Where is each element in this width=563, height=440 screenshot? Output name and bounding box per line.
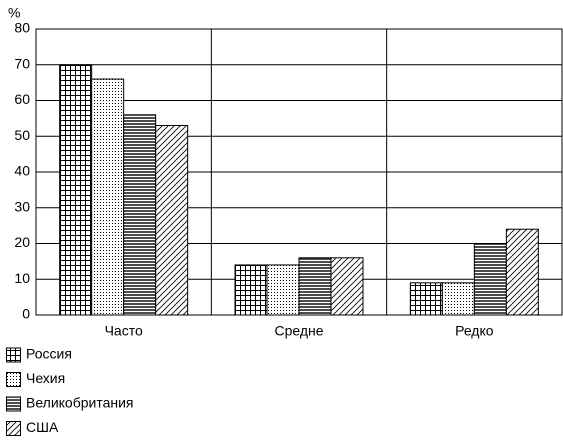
y-tick-label: 80 [14, 20, 30, 36]
x-tick-label: Часто [105, 323, 143, 339]
bar [409, 282, 443, 316]
bar [441, 282, 475, 316]
legend-swatch [6, 347, 21, 363]
y-tick-label: 30 [14, 198, 30, 214]
bar [298, 257, 332, 316]
y-tick-label: 20 [14, 234, 30, 250]
legend-swatch [6, 421, 21, 436]
x-tick-label: Редко [455, 323, 494, 339]
legend-label: США [26, 419, 59, 435]
legend-swatch [6, 372, 21, 387]
bar [59, 64, 93, 316]
y-unit: % [8, 5, 20, 21]
y-tick-label: 70 [14, 55, 30, 71]
legend-label: Россия [26, 346, 72, 362]
bar [155, 125, 189, 316]
bar [473, 243, 507, 316]
bar [330, 257, 364, 316]
y-tick-label: 60 [14, 91, 30, 107]
bar [234, 264, 268, 316]
legend-swatch [6, 396, 21, 412]
y-tick-label: 40 [14, 163, 30, 179]
y-tick-label: 0 [22, 306, 30, 322]
bar [91, 78, 125, 316]
legend-label: Великобритания [26, 395, 134, 411]
bar [505, 228, 539, 316]
bar [266, 264, 300, 316]
y-tick-label: 10 [14, 270, 30, 286]
x-tick-label: Средне [274, 323, 323, 339]
legend-label: Чехия [26, 370, 65, 386]
bar [123, 114, 157, 316]
y-tick-label: 50 [14, 127, 30, 143]
